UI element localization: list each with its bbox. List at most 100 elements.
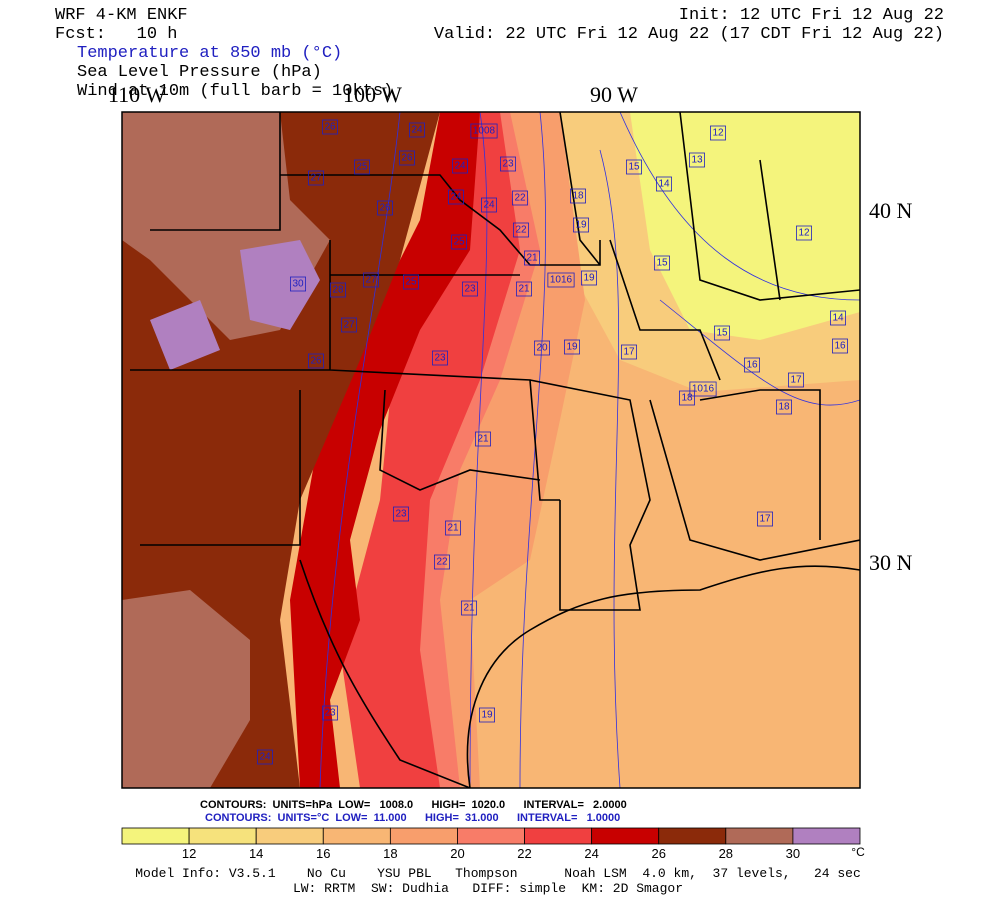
- contour-label: 21: [447, 523, 459, 534]
- contour-label: 30: [292, 279, 304, 290]
- contour-label: 27: [365, 275, 377, 286]
- contour-label-box: [354, 159, 370, 175]
- contour-label: 17: [759, 514, 771, 525]
- contour-label-box: [524, 250, 540, 266]
- contour-label-box: [621, 344, 637, 360]
- contour-label: 23: [395, 509, 407, 520]
- contour-label: 24: [454, 161, 466, 172]
- contour-label-box: [689, 381, 717, 397]
- contour-label-box: [409, 122, 425, 138]
- contour-label-box: [679, 390, 695, 406]
- contour-label-box: [434, 554, 450, 570]
- contour-label-box: [257, 749, 273, 765]
- contour-label: 25: [356, 162, 368, 173]
- contour-label-box: [403, 274, 419, 290]
- contour-label-box: [341, 317, 357, 333]
- contour-label-box: [832, 338, 848, 354]
- contour-label: 15: [628, 162, 640, 173]
- contour-label: 26: [310, 356, 322, 367]
- colorbar-tick-label: 20: [450, 846, 464, 861]
- contour-label: 19: [575, 220, 587, 231]
- contour-label: 21: [463, 603, 475, 614]
- contour-label: 24: [450, 192, 462, 203]
- pressure-contour-info: CONTOURS: UNITS=hPa LOW= 1008.0 HIGH= 10…: [200, 799, 627, 811]
- contour-label-box: [689, 152, 705, 168]
- contour-label-box: [788, 372, 804, 388]
- contour-label-box: [573, 217, 589, 233]
- contour-label-box: [654, 255, 670, 271]
- contour-label: 22: [436, 557, 448, 568]
- colorbar: 12 14 16 18 20 22 24 26 28 30 °C: [121, 827, 865, 861]
- colorbar-unit: °C: [851, 845, 865, 859]
- contour-label-box: [714, 325, 730, 341]
- colorbar-tick-label: 24: [584, 846, 598, 861]
- contour-label: 25: [453, 237, 465, 248]
- contour-label: 1008: [473, 126, 496, 137]
- contour-label-box: [475, 431, 491, 447]
- init-time: Init: 12 UTC Fri 12 Aug 22: [679, 6, 944, 25]
- colorbar-swatch: [322, 827, 391, 845]
- contour-label: 24: [411, 125, 423, 136]
- contour-label-box: [564, 339, 580, 355]
- field-label: Wind at 10m (full barb = 10kts): [77, 82, 393, 101]
- contour-label: 1016: [550, 275, 573, 286]
- contour-label: 27: [343, 320, 355, 331]
- colorbar-tick-label: 28: [719, 846, 733, 861]
- contour-label: 23: [502, 159, 514, 170]
- contour-label: 18: [681, 393, 693, 404]
- contour-label: 1016: [692, 384, 715, 395]
- contour-label-box: [500, 156, 516, 172]
- contour-label: 13: [691, 155, 703, 166]
- footer-line: Model Info: V3.5.1 No Cu YSU PBL Thompso…: [135, 866, 861, 881]
- contour-label-box: [757, 511, 773, 527]
- latitude-label: 40 N: [869, 198, 913, 223]
- contour-label-box: [481, 197, 497, 213]
- colorbar-tick-label: 18: [383, 846, 397, 861]
- contour-label-box: [470, 123, 498, 139]
- contour-label-box: [308, 170, 324, 186]
- forecast-hour: Fcst: 10 h: [55, 25, 177, 44]
- contour-label: 16: [746, 360, 758, 371]
- contour-label-box: [796, 225, 812, 241]
- contour-label: 17: [790, 375, 802, 386]
- contour-label: 23: [434, 353, 446, 364]
- contour-label: 28: [332, 285, 344, 296]
- colorbar-swatch: [524, 827, 593, 845]
- colorbar-tick-label: 30: [786, 846, 800, 861]
- contour-label-box: [512, 190, 528, 206]
- colorbar-swatch: [188, 827, 257, 845]
- contour-label: 15: [716, 328, 728, 339]
- colorbar-swatch: [121, 827, 190, 845]
- contour-label: 22: [515, 225, 527, 236]
- contour-label-box: [830, 310, 846, 326]
- contour-label-box: [322, 705, 338, 721]
- map: 26 24 1008 26 25 24 23 27 15 13 12 14 26 24 24 22 18 19 25…: [121, 111, 861, 789]
- contour-label-box: [399, 150, 415, 166]
- colorbar-swatch: [591, 827, 660, 845]
- contour-label-box: [377, 200, 393, 216]
- valid-time: Valid: 22 UTC Fri 12 Aug 22 (17 CDT Fri …: [434, 25, 944, 44]
- contour-label-box: [448, 189, 464, 205]
- colorbar-tick-label: 14: [249, 846, 263, 861]
- contour-label: 26: [324, 122, 336, 133]
- colorbar-tick-label: 22: [517, 846, 531, 861]
- contour-label-box: [534, 340, 550, 356]
- contour-label-box: [462, 281, 478, 297]
- contour-label-box: [308, 353, 324, 369]
- contour-label: 26: [379, 203, 391, 214]
- contour-label: 14: [658, 179, 670, 190]
- contour-label-box: [570, 188, 586, 204]
- contour-label-box: [547, 272, 575, 288]
- model-title: WRF 4-KM ENKF: [55, 6, 188, 25]
- colorbar-swatch: [255, 827, 324, 845]
- contour-label-box: [710, 125, 726, 141]
- contour-label-box: [330, 282, 346, 298]
- latitude-label: 30 N: [869, 550, 913, 575]
- contour-label: 21: [477, 434, 489, 445]
- contour-label: 24: [483, 200, 495, 211]
- colorbar-swatch: [792, 827, 861, 845]
- colorbar-swatch: [457, 827, 525, 845]
- contour-label: 26: [401, 153, 413, 164]
- contour-label: 19: [583, 273, 595, 284]
- contour-label-box: [451, 234, 467, 250]
